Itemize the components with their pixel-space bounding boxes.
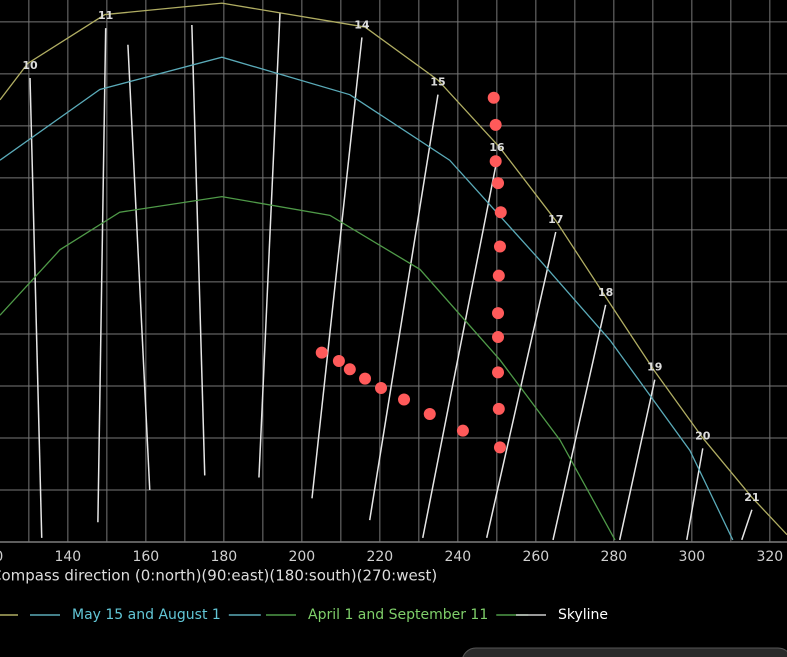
measured-point: [493, 240, 506, 253]
hour-line: [368, 94, 439, 521]
legend-label: April 1 and September 11: [308, 607, 488, 623]
measured-point: [492, 177, 505, 190]
hour-line: [422, 160, 498, 538]
measured-point: [493, 441, 506, 454]
sun-path: [0, 195, 616, 541]
x-tick-label: 280: [600, 549, 627, 565]
x-tick-label: 260: [522, 549, 549, 565]
hour-label: 15: [430, 76, 445, 89]
hour-label: 16: [489, 141, 505, 154]
x-tick-label: 300: [678, 549, 705, 565]
hour-label: 11: [98, 9, 113, 22]
measured-point: [456, 424, 469, 437]
measured-point: [487, 91, 500, 104]
measured-point: [315, 346, 328, 359]
measured-point: [489, 155, 502, 168]
hour-label: 17: [548, 213, 563, 226]
hour-label: 14: [354, 18, 370, 31]
legend-label: May 15 and August 1: [72, 607, 221, 623]
hour-line: [485, 231, 557, 539]
measured-point: [492, 307, 505, 320]
hour-line: [29, 78, 43, 538]
measured-point: [375, 382, 388, 395]
measured-point: [492, 366, 505, 379]
x-tick-label: 180: [210, 549, 237, 565]
x-tick-label: 220: [366, 549, 393, 565]
measured-point: [494, 206, 507, 219]
hour-line: [552, 304, 607, 541]
x-tick-label: 160: [132, 549, 159, 565]
measured-point: [492, 331, 505, 344]
hour-line: [127, 44, 151, 491]
hour-line: [258, 12, 281, 478]
measured-point: [489, 118, 502, 131]
measured-point: [492, 269, 505, 282]
measured-point: [398, 393, 411, 406]
hour-line: [97, 28, 107, 523]
measured-point: [492, 402, 505, 415]
measured-point: [332, 354, 345, 367]
measured-point: [423, 408, 436, 421]
hour-label: 20: [695, 429, 711, 442]
measured-point: [343, 363, 356, 376]
sun-path: [0, 2, 787, 536]
x-tick-label: 320: [756, 549, 783, 565]
sun-path: [0, 56, 734, 541]
hour-line: [686, 448, 704, 541]
x-axis-title: Compass direction (0:north)(90:east)(180…: [0, 567, 437, 585]
x-tick-label: 120: [0, 549, 3, 565]
x-tick-label: 200: [288, 549, 315, 565]
hour-label: 10: [22, 59, 38, 72]
hour-line: [311, 37, 363, 499]
hour-label: 18: [598, 286, 613, 299]
legend-label: Skyline: [558, 607, 608, 623]
bottom-sheet-handle[interactable]: [462, 647, 787, 657]
hour-line: [618, 379, 656, 541]
plot-area: [0, 0, 787, 543]
x-tick-label: 240: [444, 549, 471, 565]
hour-label: 19: [647, 361, 662, 374]
hour-line: [191, 24, 206, 476]
hour-line: [741, 509, 753, 541]
measured-point: [359, 372, 372, 385]
x-tick-label: 140: [54, 549, 81, 565]
hour-label: 21: [744, 491, 759, 504]
